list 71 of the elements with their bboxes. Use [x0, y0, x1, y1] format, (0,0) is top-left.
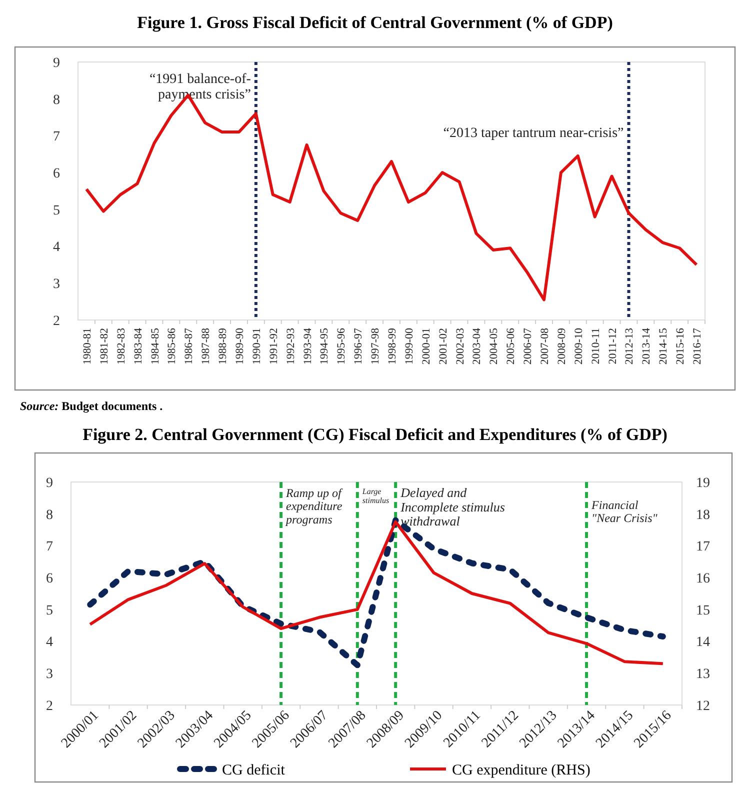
- legend-label: CG expenditure (RHS): [452, 762, 590, 778]
- y-tick-label: 5: [46, 603, 53, 618]
- x-tick-label: 1996-97: [352, 328, 365, 365]
- x-tick-label: 2005-06: [505, 328, 518, 365]
- x-tick-label: 1994-95: [318, 328, 331, 365]
- x-tick-label: 2000-01: [420, 328, 432, 365]
- ref-line-label: Large stimulus: [361, 487, 390, 505]
- x-tick-label: 1987-88: [200, 328, 212, 365]
- y-tick-label: 2: [53, 314, 60, 329]
- x-tick-label: 1985-86: [166, 328, 178, 365]
- y-tick-label: 2: [46, 698, 53, 714]
- x-tick-label: 1988-89: [217, 328, 230, 365]
- x-tick-label: 2008-09: [556, 328, 568, 365]
- x-tick-label: 1982-83: [115, 328, 128, 365]
- y2-tick-label: 17: [696, 540, 710, 555]
- x-tick-label: 1997-98: [370, 328, 382, 365]
- source-note: Source: Budget documents .: [20, 399, 163, 413]
- x-tick-label: 1992-93: [284, 328, 297, 365]
- x-tick-label: 1999-00: [403, 328, 416, 365]
- x-tick-label: 2014-15: [658, 328, 670, 365]
- x-tick-label: 2007-08: [539, 328, 552, 365]
- x-tick-label: 1989-90: [234, 328, 246, 365]
- x-tick-label: 2015-16: [674, 328, 687, 365]
- y2-tick-label: 16: [696, 571, 710, 586]
- y-tick-label: 7: [46, 540, 53, 555]
- y-tick-label: 3: [53, 277, 60, 292]
- y-tick-label: 5: [53, 203, 60, 218]
- ref-line-label: Ramp up of expenditure programs: [285, 486, 344, 526]
- legend-label: CG deficit: [222, 762, 286, 778]
- x-tick-label: 2002-03: [454, 328, 466, 365]
- x-tick-label: 2013-14: [640, 328, 653, 365]
- y-tick-label: 4: [46, 635, 53, 650]
- y-tick-label: 8: [46, 508, 53, 523]
- y-tick-label: 9: [46, 476, 53, 491]
- x-tick-label: 2016-17: [692, 328, 704, 365]
- y2-tick-label: 15: [696, 603, 710, 618]
- y2-tick-label: 19: [696, 476, 710, 491]
- x-tick-label: 2006-07: [522, 328, 534, 365]
- x-tick-label: 2003-04: [471, 328, 484, 365]
- x-tick-label: 2010-11: [590, 328, 602, 364]
- ref-line-label: Delayed and Incomplete stimulus withdrawal: [400, 485, 505, 529]
- x-tick-label: 2012-13: [624, 328, 636, 365]
- y2-tick-label: 14: [696, 635, 710, 650]
- x-tick-label: 1984-85: [149, 328, 162, 365]
- x-tick-label: 1981-82: [98, 328, 110, 365]
- x-tick-label: 1983-84: [132, 328, 144, 365]
- y-tick-label: 8: [53, 92, 60, 108]
- x-tick-label: 1980-81: [81, 328, 94, 365]
- ref-line-label: Financial "Near Crisis": [590, 498, 658, 526]
- y-tick-label: 6: [53, 166, 60, 182]
- ref-line-label: “2013 taper tantrum near-crisis”: [443, 126, 624, 141]
- y2-tick-label: 13: [696, 667, 710, 682]
- chart-title: Figure 2. Central Government (CG) Fiscal Deficit and Expenditures (% of GDP): [82, 425, 668, 444]
- y2-tick-label: 18: [696, 508, 710, 523]
- y-tick-label: 6: [46, 571, 53, 586]
- y-tick-label: 3: [46, 667, 53, 682]
- x-tick-label: 1986-87: [183, 328, 196, 365]
- y-tick-label: 7: [53, 130, 60, 145]
- x-tick-label: 1995-96: [336, 328, 348, 365]
- y2-tick-label: 12: [696, 698, 710, 714]
- x-tick-label: 2011-12: [606, 328, 619, 364]
- y-tick-label: 9: [53, 56, 60, 71]
- chart-title: Figure 1. Gross Fiscal Deficit of Central Government (% of GDP): [137, 13, 613, 32]
- y-tick-label: 4: [53, 240, 60, 256]
- x-tick-label: 1991-92: [268, 328, 280, 365]
- x-tick-label: 1998-99: [386, 328, 398, 365]
- x-tick-label: 2001-02: [437, 328, 450, 365]
- x-tick-label: 1993-94: [302, 328, 314, 365]
- x-tick-label: 1990-91: [250, 328, 263, 365]
- x-tick-label: 2009-10: [572, 328, 585, 365]
- x-tick-label: 2004-05: [488, 328, 500, 365]
